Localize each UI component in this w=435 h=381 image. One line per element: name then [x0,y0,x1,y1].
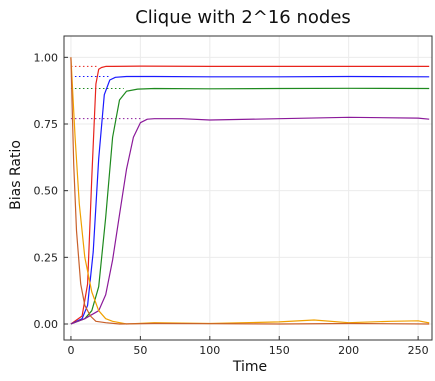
grid-layer [64,36,432,340]
x-tick-label: 0 [67,344,74,357]
chart-title: Clique with 2^16 nodes [135,7,351,28]
x-axis-label: Time [232,359,267,375]
x-tick-label: 150 [269,344,290,357]
y-tick-label: 1.00 [34,51,59,64]
y-tick-label: 0.25 [34,251,59,264]
plot-frame [63,35,433,341]
red-series-line [70,65,430,325]
x-tick-label: 200 [338,344,359,357]
y-tick-label: 0.75 [34,118,59,131]
purple-series-line [70,116,430,325]
x-tick-label: 50 [133,344,147,357]
blue-series-line [70,75,430,325]
x-tick-label: 100 [199,344,220,357]
y-tick-label: 0.00 [34,318,59,331]
x-tick-label: 250 [408,344,429,357]
series-layer [70,57,430,325]
brown-series-line [70,57,430,325]
y-axis-label: Bias Ratio [8,140,24,210]
tick-layer: 0 50 100 150 200 250 0.00 0.25 0.50 0.75 1.00 [34,51,429,357]
y-tick-label: 0.50 [34,185,59,198]
green-series-line [70,87,430,325]
reference-lines [70,65,144,120]
